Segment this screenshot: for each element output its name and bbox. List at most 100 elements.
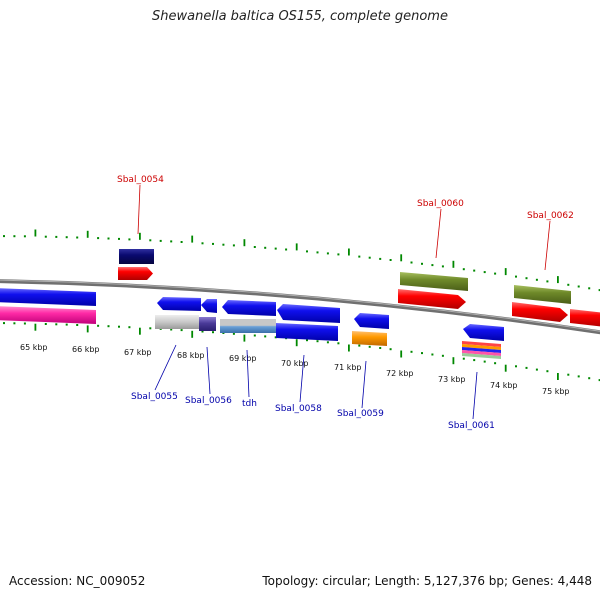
minor-tick	[588, 377, 591, 380]
minor-tick	[232, 332, 235, 335]
minor-tick	[525, 277, 528, 280]
minor-tick	[128, 326, 131, 329]
minor-tick	[232, 244, 235, 247]
minor-tick	[13, 322, 16, 325]
major-tick	[452, 260, 455, 268]
minor-tick	[55, 323, 58, 326]
gene-label-sbal-0059: Sbal_0059	[337, 409, 384, 419]
major-tick	[295, 339, 298, 347]
major-tick	[86, 325, 89, 333]
minor-tick	[180, 329, 183, 332]
minor-tick	[180, 241, 183, 243]
minor-tick	[535, 368, 538, 371]
minor-tick	[149, 239, 152, 242]
major-tick	[86, 230, 89, 238]
minor-tick	[494, 362, 497, 365]
minor-tick	[389, 259, 392, 261]
minor-tick	[441, 265, 444, 268]
minor-tick	[441, 354, 444, 357]
gene-sbal-0062-arrow-2	[570, 309, 600, 327]
gene-tdh-arrow	[222, 300, 276, 316]
gene-label-sbal-0058: Sbal_0058	[275, 404, 322, 414]
minor-tick	[368, 345, 371, 348]
major-tick	[557, 276, 559, 284]
minor-tick	[515, 275, 517, 278]
minor-tick	[379, 347, 382, 349]
major-tick	[348, 248, 350, 256]
minor-tick	[546, 370, 549, 373]
minor-tick	[253, 246, 256, 248]
minor-tick	[546, 280, 549, 283]
gene-label-sbal-0061: Sbal_0061	[448, 421, 495, 431]
minor-tick	[76, 324, 79, 326]
minor-tick	[222, 243, 225, 246]
minor-tick	[118, 237, 120, 240]
major-tick	[504, 364, 507, 372]
minor-tick	[421, 262, 423, 265]
minor-tick	[285, 248, 288, 251]
gene-label-sbal-0062: Sbal_0062	[527, 211, 574, 221]
minor-tick	[3, 235, 5, 238]
genome-summary-text: Topology: circular; Length: 5,127,376 bp…	[262, 574, 592, 588]
minor-tick	[76, 236, 79, 239]
minor-tick	[65, 323, 68, 326]
minor-tick	[473, 269, 476, 272]
minor-tick	[598, 289, 600, 292]
minor-tick	[494, 272, 497, 275]
gene-sbal-0060-arrow	[398, 289, 466, 309]
kbp-label-75: 75 kbp	[542, 387, 570, 396]
major-tick	[34, 229, 37, 237]
kbp-label-74: 74 kbp	[490, 381, 518, 390]
gene-sbal-0059-orange	[352, 331, 387, 346]
minor-tick	[410, 350, 413, 353]
leader-sbal-0059	[361, 360, 367, 409]
major-tick	[295, 243, 298, 251]
genome-backbone-highlight	[0, 279, 600, 332]
minor-tick	[577, 285, 580, 288]
gene-sbal-0062-arrow-1	[512, 302, 568, 322]
minor-tick	[274, 247, 277, 250]
minor-tick	[431, 264, 434, 267]
minor-tick	[368, 256, 371, 259]
minor-tick	[201, 242, 204, 245]
outer-tick-row	[3, 229, 600, 292]
minor-tick	[410, 261, 413, 264]
minor-tick	[337, 253, 340, 256]
gene-sbal-0056-arrow	[201, 299, 217, 313]
minor-tick	[44, 323, 47, 325]
gene-sbal-0054-arrow	[118, 267, 153, 280]
minor-tick	[462, 268, 465, 271]
major-tick	[557, 373, 559, 380]
gene-sbal-0062-band	[514, 285, 571, 304]
major-tick	[452, 357, 455, 365]
leader-sbal-0062	[544, 220, 551, 271]
minor-tick	[598, 379, 600, 382]
kbp-label-67: 67 kbp	[124, 348, 152, 357]
major-tick	[348, 344, 350, 352]
gene-label-sbal-0056: Sbal_0056	[185, 396, 232, 406]
minor-tick	[535, 278, 538, 281]
minor-tick	[326, 341, 329, 344]
minor-tick	[149, 327, 152, 330]
minor-tick	[483, 271, 486, 274]
map-title: Shewanella baltica OS155, complete genom…	[152, 9, 448, 24]
minor-tick	[358, 344, 361, 347]
minor-tick	[462, 357, 465, 360]
minor-tick	[107, 325, 110, 328]
minor-tick	[212, 331, 214, 334]
minor-tick	[588, 287, 591, 290]
leader-sbal-0061	[472, 371, 478, 420]
minor-tick	[389, 348, 392, 351]
gene-left-pink	[0, 306, 96, 324]
minor-tick	[306, 250, 308, 253]
minor-tick	[337, 342, 340, 345]
minor-tick	[170, 328, 173, 331]
kbp-label-70: 70 kbp	[281, 359, 309, 368]
minor-tick	[97, 237, 100, 240]
minor-tick	[316, 340, 319, 343]
gene-sbal-0061-stripes	[462, 341, 501, 359]
gene-left-blue	[0, 288, 96, 306]
minor-tick	[567, 373, 570, 376]
minor-tick	[65, 236, 68, 239]
